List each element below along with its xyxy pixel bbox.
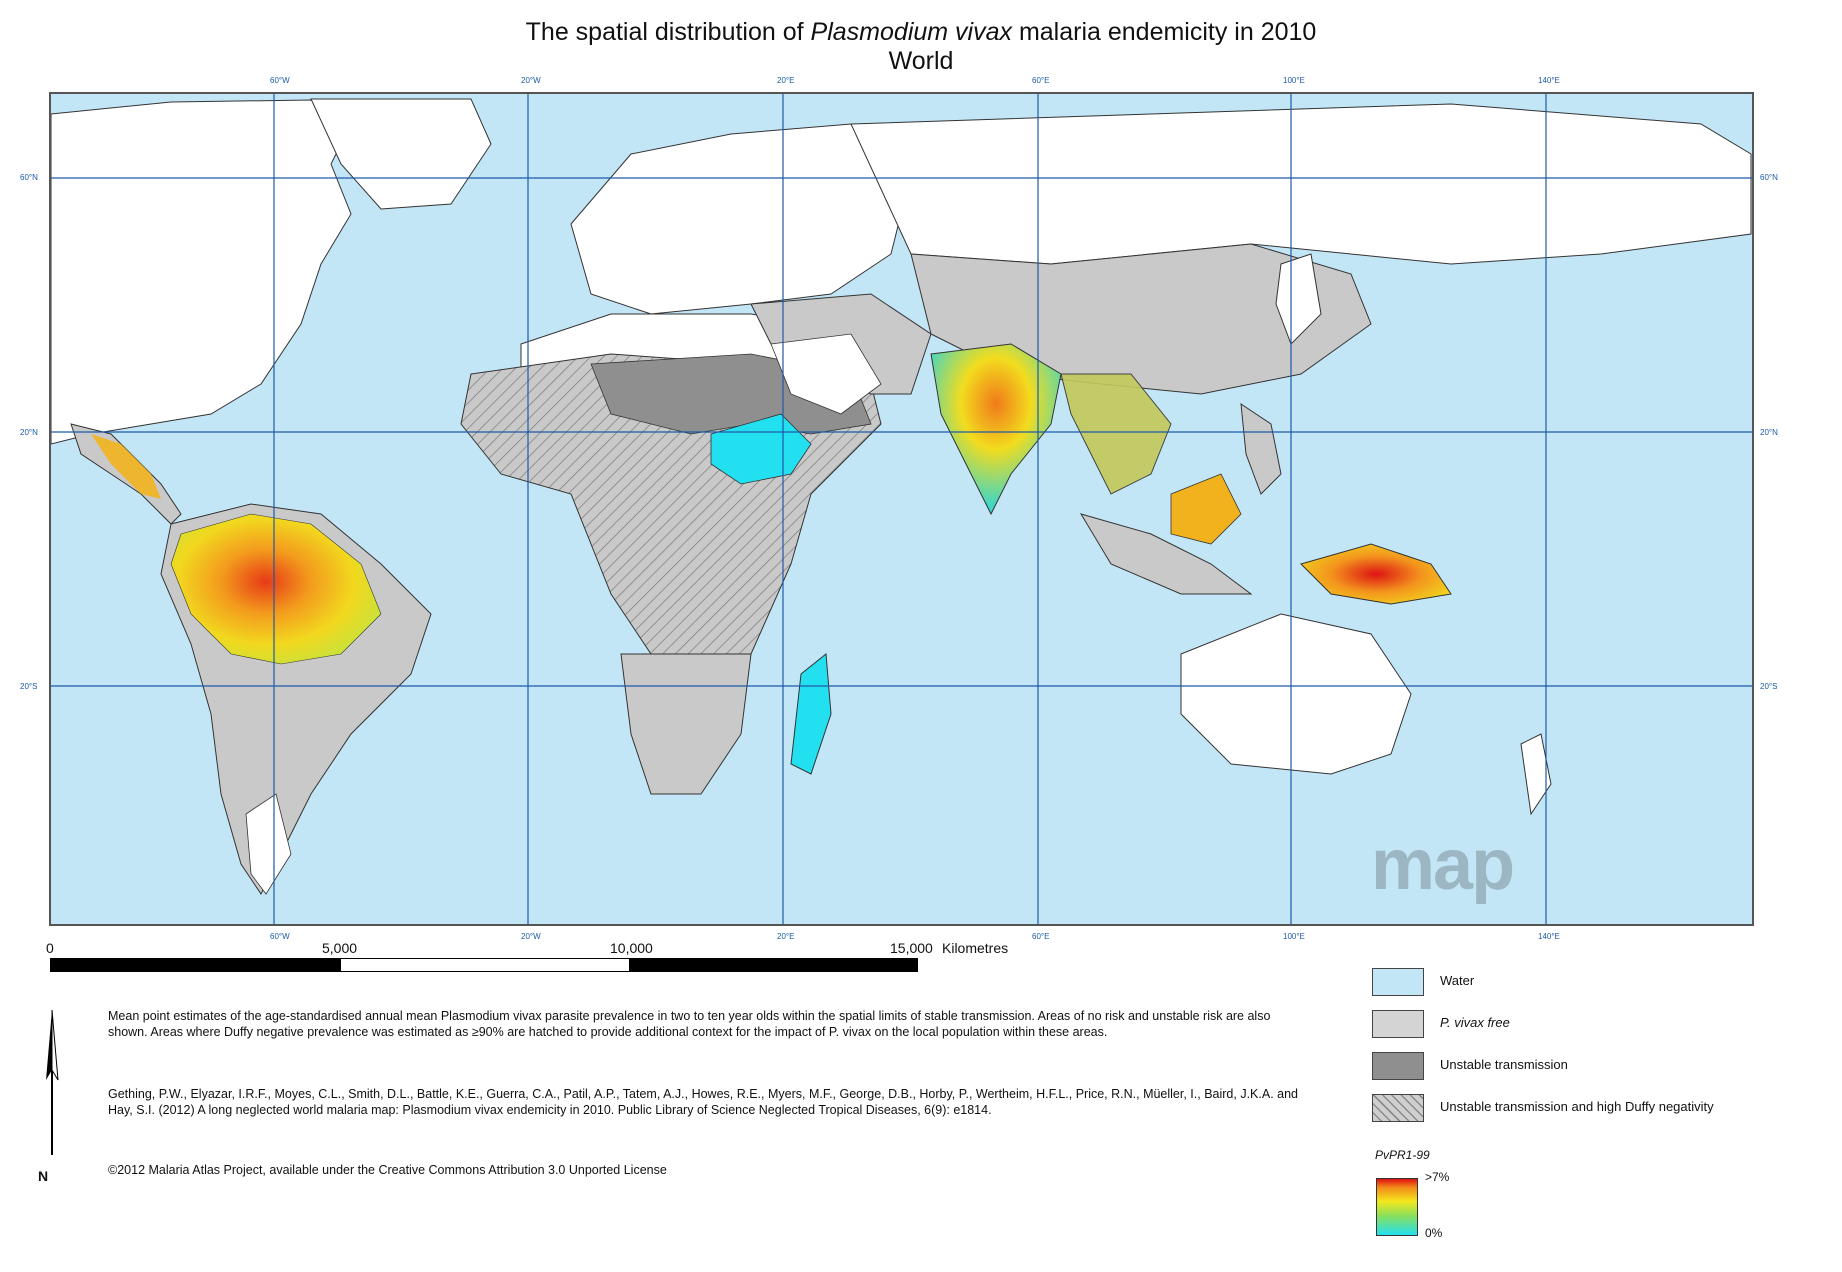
lon-label-bottom: 60°W <box>270 932 290 941</box>
legend-label: Unstable transmission <box>1440 1057 1568 1072</box>
map-title: The spatial distribution of Plasmodium v… <box>0 18 1842 76</box>
title-suffix: malaria endemicity in 2010 <box>1012 18 1317 46</box>
lon-label-bottom: 20°W <box>521 932 541 941</box>
north-arrow-icon <box>46 1009 59 1155</box>
lon-label-bottom: 140°E <box>1538 932 1560 941</box>
lat-label-left: 20°N <box>20 428 38 437</box>
scale-label: 10,000 <box>610 940 653 956</box>
legend-swatch-free <box>1372 1010 1424 1038</box>
map-canvas <box>51 94 1752 924</box>
scale-label: 5,000 <box>322 940 358 956</box>
lon-label-bottom: 60°E <box>1032 932 1050 941</box>
australia <box>1180 613 1412 775</box>
madagascar-endemic <box>790 653 832 775</box>
lon-label-top: 140°E <box>1538 76 1560 85</box>
north-asia <box>850 103 1752 265</box>
legend-label: P. vivax free <box>1440 1015 1510 1030</box>
lon-label-top: 60°E <box>1032 76 1050 85</box>
scale-zero: 0 <box>46 940 54 956</box>
title-species: Plasmodium vivax <box>810 18 1012 46</box>
japan <box>1275 253 1322 345</box>
scale-label: 15,000 <box>890 940 933 956</box>
graticule <box>51 94 1752 924</box>
scale-segment <box>51 959 341 971</box>
license-text: ©2012 Malaria Atlas Project, available u… <box>108 1163 667 1177</box>
png-endemic <box>1300 543 1452 605</box>
gradient-title: PvPR1-99 <box>1375 1148 1430 1162</box>
central-america-endemic <box>91 434 161 499</box>
legend-swatch-unstable <box>1372 1052 1424 1080</box>
legend-label: Water <box>1440 973 1475 988</box>
title-prefix: The spatial distribution of <box>525 18 811 46</box>
world-map[interactable]: map <box>49 92 1754 926</box>
lat-label-right: 60°N <box>1760 173 1778 182</box>
legend-swatch-water <box>1372 968 1424 996</box>
southern-africa <box>620 653 752 795</box>
scale-segment <box>341 959 629 971</box>
lon-label-bottom: 100°E <box>1283 932 1305 941</box>
lon-label-top: 20°W <box>521 76 541 85</box>
philippines <box>1240 402 1282 495</box>
lat-label-right: 20°S <box>1760 682 1778 691</box>
gradient-max-label: >7% <box>1425 1170 1450 1184</box>
lat-label-left: 20°S <box>20 682 38 691</box>
amazon-endemic <box>170 513 382 665</box>
legend-swatch-hatched <box>1372 1094 1424 1122</box>
scale-bar <box>50 958 918 972</box>
north-america <box>51 99 352 445</box>
indonesia <box>1079 513 1253 595</box>
greenland <box>310 98 492 210</box>
title-subtitle: World <box>888 47 954 75</box>
lon-label-top: 100°E <box>1283 76 1305 85</box>
southeast-asia-endemic <box>1060 373 1172 495</box>
india-endemic <box>930 343 1062 516</box>
patagonia-free <box>245 793 292 895</box>
lon-label-top: 20°E <box>777 76 795 85</box>
scale-unit: Kilometres <box>942 940 1009 956</box>
arabia-free <box>770 333 882 415</box>
borneo-endemic <box>1170 473 1242 545</box>
north-arrow <box>42 1009 62 1160</box>
new-zealand <box>1520 733 1552 816</box>
gradient-min-label: 0% <box>1425 1226 1443 1240</box>
description-text: Mean point estimates of the age-standard… <box>108 1009 1271 1039</box>
north-label: N <box>38 1168 49 1184</box>
lat-label-right: 20°N <box>1760 428 1778 437</box>
scale-segment <box>629 959 917 971</box>
europe <box>570 123 912 315</box>
citation-text: Gething, P.W., Elyazar, I.R.F., Moyes, C… <box>108 1087 1298 1117</box>
lon-label-bottom: 20°E <box>777 932 795 941</box>
lon-label-top: 60°W <box>270 76 290 85</box>
lat-label-left: 60°N <box>20 173 38 182</box>
legend-label: Unstable transmission and high Duffy neg… <box>1440 1099 1714 1114</box>
endemicity-gradient-bar <box>1376 1178 1418 1236</box>
map-watermark-logo: map <box>1371 825 1515 905</box>
